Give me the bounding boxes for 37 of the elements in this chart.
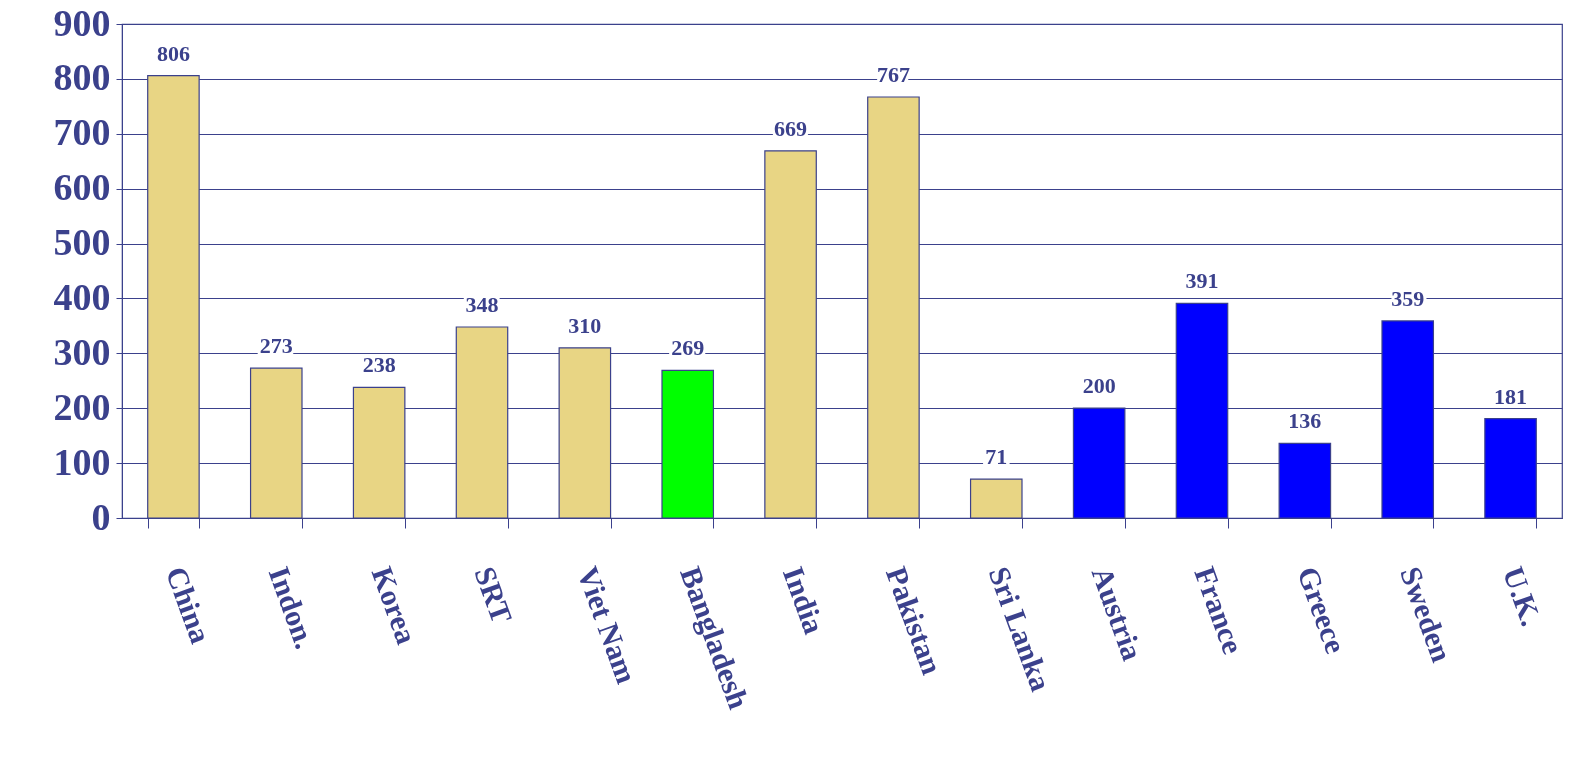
y-tick-label: 800 xyxy=(53,56,111,99)
data-label: 391 xyxy=(1185,268,1219,294)
y-tick-label: 0 xyxy=(91,495,111,538)
x-tick-label: France xyxy=(1188,562,1251,659)
x-tick-label: Pakistan xyxy=(879,562,950,679)
y-tick-label: 400 xyxy=(53,275,111,318)
data-label: 71 xyxy=(985,444,1008,470)
y-tick-label: 200 xyxy=(53,385,111,428)
x-tick-label: Sri Lanka xyxy=(982,562,1058,696)
y-tick-label: 300 xyxy=(53,330,111,373)
y-tick-label: 700 xyxy=(53,111,111,154)
y-tick-label: 900 xyxy=(53,1,111,44)
data-label: 348 xyxy=(465,291,499,317)
x-tick-label: India xyxy=(776,562,832,638)
x-tick-label: Sweden xyxy=(1394,562,1459,667)
x-tick-label: China xyxy=(159,562,218,648)
x-tick-label: Indon. xyxy=(262,562,323,653)
data-label: 136 xyxy=(1288,408,1322,434)
x-tick-label: Viet Nam xyxy=(571,562,644,688)
data-label: 310 xyxy=(568,312,602,338)
y-tick-label: 100 xyxy=(53,440,111,483)
x-tick-label: Korea xyxy=(365,562,424,649)
y-tick-label: 500 xyxy=(53,221,111,264)
x-tick-label: U.K. xyxy=(1496,562,1549,631)
data-label: 273 xyxy=(259,333,293,359)
x-tick-label: Austria xyxy=(1085,562,1150,665)
data-label: 238 xyxy=(362,352,396,378)
data-label: 669 xyxy=(774,115,808,141)
data-label: 806 xyxy=(156,40,190,66)
data-label: 181 xyxy=(1494,383,1528,409)
x-tick-label: Greece xyxy=(1291,562,1353,658)
data-label: 359 xyxy=(1391,285,1425,311)
data-label: 767 xyxy=(876,62,910,87)
data-label: 269 xyxy=(671,335,705,361)
data-label: 200 xyxy=(1082,373,1116,399)
x-tick-label: SRT xyxy=(468,562,520,628)
y-tick-label: 600 xyxy=(53,166,111,209)
